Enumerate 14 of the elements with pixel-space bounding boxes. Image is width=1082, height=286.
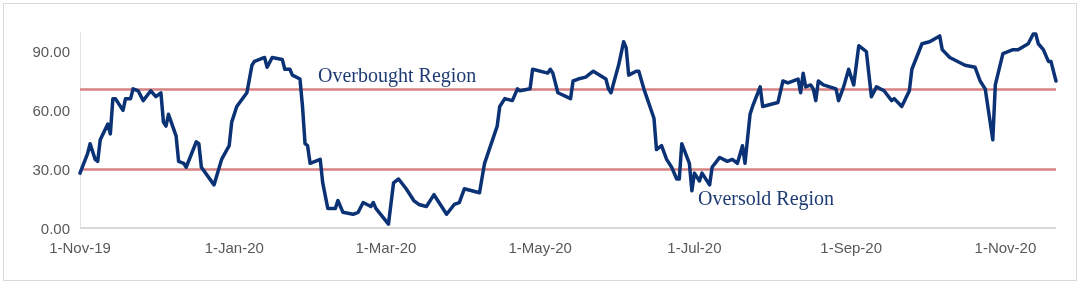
x-tick-label: 1-May-20 bbox=[508, 239, 572, 256]
y-tick-label: 30.00 bbox=[32, 160, 70, 178]
x-tick-label: 1-Sep-20 bbox=[820, 239, 883, 256]
x-tick-label: 1-Jan-20 bbox=[204, 239, 264, 256]
line-series bbox=[78, 32, 1058, 226]
x-tick-label: 1-Jul-20 bbox=[667, 239, 722, 256]
y-tick-label: 60.00 bbox=[32, 101, 70, 119]
x-tick-label: 1-Nov-20 bbox=[974, 239, 1037, 256]
x-tick-label: 1-Nov-19 bbox=[49, 239, 111, 256]
y-tick-label: 0.00 bbox=[40, 219, 70, 237]
x-tick-label: 1-Mar-20 bbox=[355, 239, 417, 256]
ref-line-label: Overbought Region bbox=[318, 63, 477, 87]
y-tick-label: 90.00 bbox=[32, 43, 70, 61]
ref-line-label: Oversold Region bbox=[698, 187, 835, 211]
